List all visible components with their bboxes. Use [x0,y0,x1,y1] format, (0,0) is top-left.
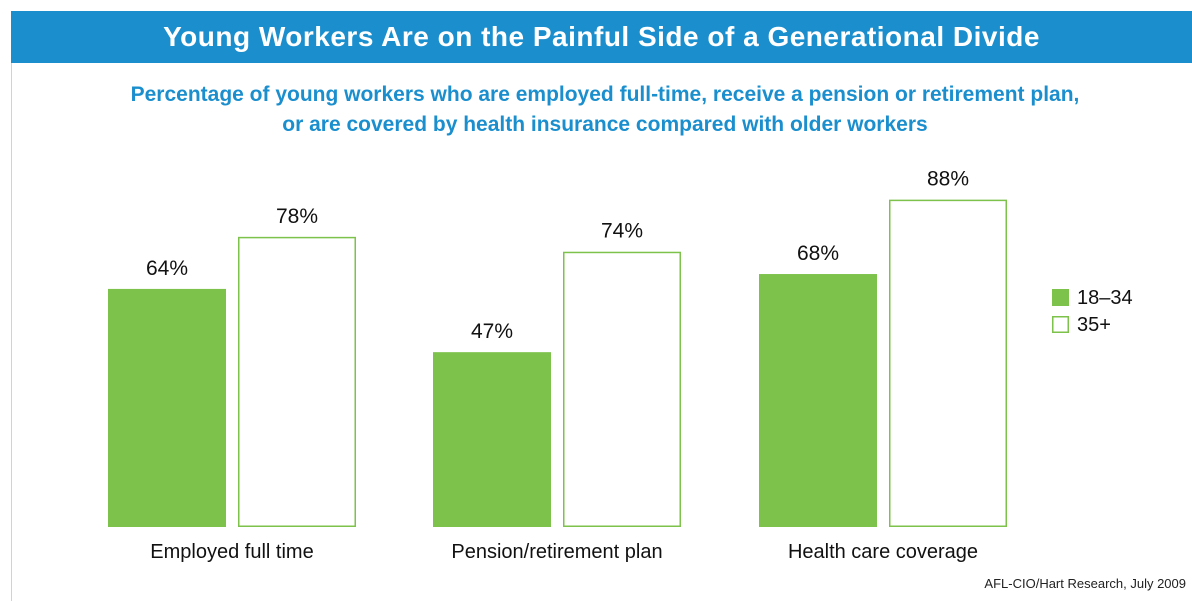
legend-label-35: 35+ [1077,314,1111,336]
category-label-employed-full-time: Employed full time [150,541,313,563]
data-label-18-34-employed-full-time: 64% [146,257,188,280]
bar-35-pension-retirement-plan [563,251,681,527]
bar-35-employed-full-time [238,236,356,527]
data-label-35-pension-retirement-plan: 74% [601,220,643,243]
data-label-35-health-care-coverage: 88% [927,168,969,191]
subtitle-line-1: Percentage of young workers who are empl… [130,83,1080,106]
subtitle-line-2: or are covered by health insurance compa… [282,113,928,136]
bar-35-health-care-coverage [889,199,1007,527]
legend-swatch-35 [1052,316,1069,333]
data-label-18-34-health-care-coverage: 68% [797,242,839,265]
data-label-18-34-pension-retirement-plan: 47% [471,320,513,343]
source-note: AFL-CIO/Hart Research, July 2009 [984,576,1186,591]
legend-label-18-34: 18–34 [1077,287,1133,309]
category-label-pension-retirement-plan: Pension/retirement plan [451,541,662,563]
category-label-health-care-coverage: Health care coverage [788,541,978,563]
legend-swatch-18-34 [1052,289,1069,306]
chart-subtitle: Percentage of young workers who are empl… [40,80,1170,140]
chart-title-banner: Young Workers Are on the Painful Side of… [11,11,1192,63]
bar-18-34-employed-full-time [108,288,226,527]
data-label-35-employed-full-time: 78% [276,205,318,228]
bar-18-34-health-care-coverage [759,274,877,527]
bar-18-34-pension-retirement-plan [433,352,551,527]
chart-frame [11,11,1192,601]
